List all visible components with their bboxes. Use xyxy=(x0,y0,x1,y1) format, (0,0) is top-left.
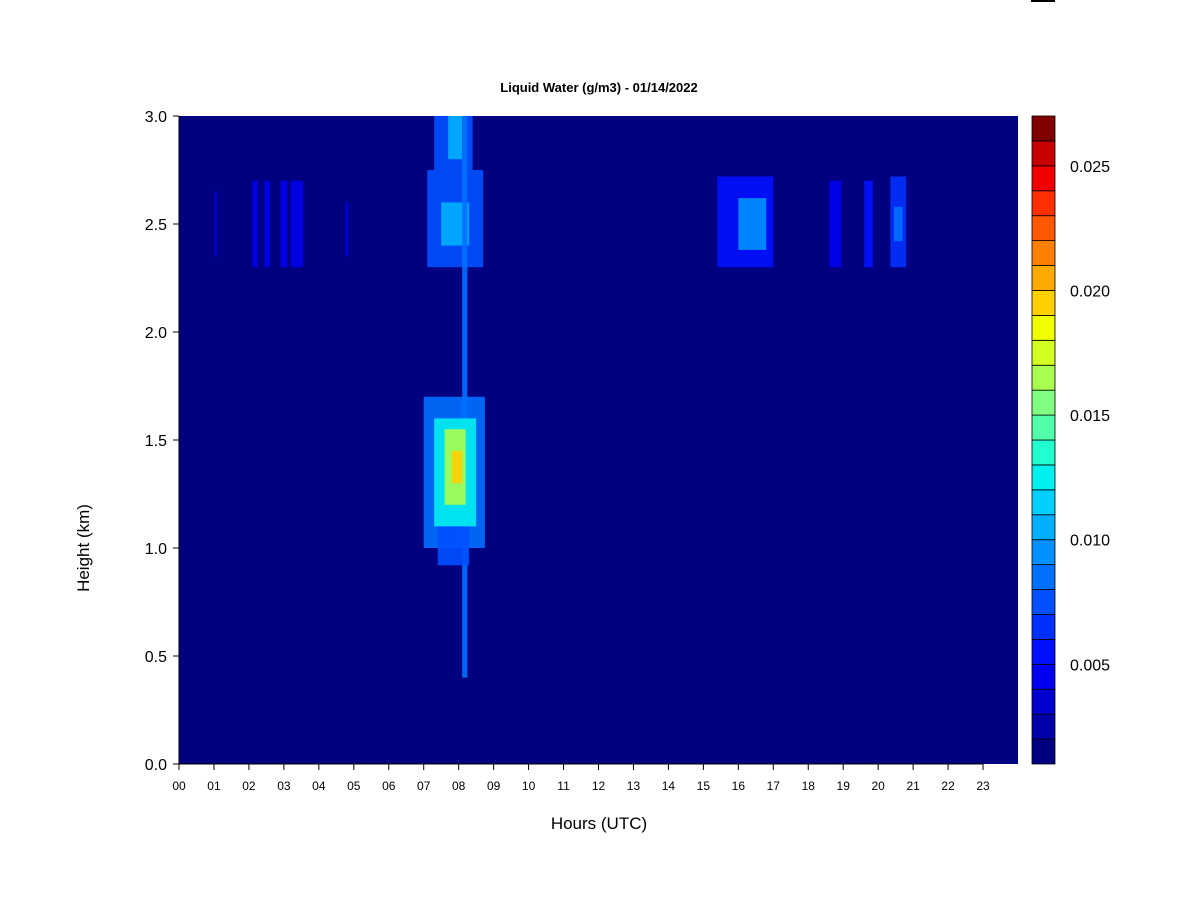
heatmap-cell xyxy=(893,206,903,242)
x-tick-label: 04 xyxy=(312,779,326,793)
heatmap-cell xyxy=(252,180,258,268)
colorbar-segment xyxy=(1031,165,1056,192)
heatmap-cell xyxy=(213,191,217,257)
colorbar-segment xyxy=(1031,614,1056,640)
x-tick-label: 08 xyxy=(452,779,466,793)
colorbar-segment xyxy=(1031,140,1056,167)
x-tick-label: 01 xyxy=(207,779,221,793)
heatmap-cell xyxy=(437,526,470,566)
y-tick-label: 0.5 xyxy=(145,649,167,666)
colorbar-segment xyxy=(1031,314,1056,341)
x-tick-label: 05 xyxy=(347,779,361,793)
colorbar-tick-label: 0.005 xyxy=(1070,657,1110,674)
heatmap-cell xyxy=(448,116,463,160)
colorbar: 0.005 0.010 0.015 0.020 0.025 xyxy=(1031,115,1110,765)
x-tick-label: 06 xyxy=(382,779,396,793)
colorbar-segment xyxy=(1031,713,1056,740)
colorbar-segment xyxy=(1031,290,1056,316)
y-axis-label: Height (km) xyxy=(74,504,93,592)
colorbar-tick-label: 0.015 xyxy=(1070,408,1110,425)
colorbar-segment xyxy=(1031,115,1056,142)
y-tick-label: 3.0 xyxy=(145,109,167,126)
colorbar-segment xyxy=(1031,439,1056,466)
x-tick-label: 15 xyxy=(697,779,711,793)
x-axis: 00 01 02 03 04 05 06 07 08 09 10 11 12 13 14 15 16 17 18 19… xyxy=(172,763,990,793)
colorbar-segment xyxy=(1031,265,1056,291)
colorbar-segment xyxy=(1031,389,1056,416)
x-tick-label: 00 xyxy=(172,779,186,793)
chart-title: Liquid Water (g/m3) - 01/14/2022 xyxy=(500,80,697,95)
colorbar-segment xyxy=(1031,190,1056,217)
x-tick-label: 23 xyxy=(976,779,990,793)
y-axis: 0.0 0.5 1.0 1.5 2.0 2.5 3.0 xyxy=(145,109,180,774)
colorbar-segment xyxy=(1031,688,1056,715)
x-tick-label: 12 xyxy=(592,779,606,793)
colorbar-segment xyxy=(1031,489,1056,516)
x-tick-label: 14 xyxy=(662,779,676,793)
x-tick-label: 19 xyxy=(837,779,851,793)
x-tick-label: 09 xyxy=(487,779,501,793)
plot-area xyxy=(179,116,1018,764)
x-tick-label: 17 xyxy=(767,779,781,793)
colorbar-tick-label: 0.010 xyxy=(1070,533,1110,550)
heatmap-cell xyxy=(264,180,270,268)
x-tick-label: 18 xyxy=(802,779,816,793)
y-tick-label: 0.0 xyxy=(145,757,167,774)
x-tick-label: 21 xyxy=(906,779,920,793)
y-tick-label: 2.0 xyxy=(145,325,167,342)
x-tick-label: 02 xyxy=(242,779,256,793)
colorbar-segment xyxy=(1031,738,1056,765)
heatmap-cell xyxy=(290,180,304,268)
y-tick-label: 1.0 xyxy=(145,541,167,558)
heatmap-cell xyxy=(345,202,349,257)
colorbar-segment xyxy=(1031,589,1056,615)
y-tick-label: 2.5 xyxy=(145,217,167,234)
heatmap-cell xyxy=(280,180,288,268)
colorbar-tick-label: 0.020 xyxy=(1070,283,1110,300)
heatmap-cell xyxy=(451,450,463,484)
colorbar-segment xyxy=(1031,514,1056,541)
colorbar-segment xyxy=(1031,638,1056,665)
colorbar-segment xyxy=(1031,539,1056,566)
colorbar-segment xyxy=(1031,464,1056,491)
heatmap-cell xyxy=(864,180,873,268)
colorbar-tick-label: 0.025 xyxy=(1070,159,1110,176)
corner-mark xyxy=(1031,0,1055,2)
heatmap-cell xyxy=(829,180,842,268)
colorbar-segment xyxy=(1031,564,1056,590)
colorbar-segment xyxy=(1031,339,1056,366)
colorbar-segment xyxy=(1031,364,1056,391)
x-tick-label: 22 xyxy=(941,779,955,793)
colorbar-segment xyxy=(1031,414,1056,441)
x-tick-label: 03 xyxy=(277,779,291,793)
x-tick-label: 07 xyxy=(417,779,431,793)
x-tick-label: 16 xyxy=(732,779,746,793)
colorbar-segment xyxy=(1031,240,1056,266)
x-axis-label: Hours (UTC) xyxy=(551,814,647,833)
colorbar-segment xyxy=(1031,663,1056,690)
x-tick-label: 10 xyxy=(522,779,536,793)
x-tick-label: 11 xyxy=(557,779,570,793)
x-tick-label: 13 xyxy=(627,779,641,793)
heatmap-cell xyxy=(738,198,767,250)
y-tick-label: 1.5 xyxy=(145,433,167,450)
x-tick-label: 20 xyxy=(871,779,885,793)
plot-background xyxy=(179,116,1018,764)
colorbar-segment xyxy=(1031,215,1056,242)
